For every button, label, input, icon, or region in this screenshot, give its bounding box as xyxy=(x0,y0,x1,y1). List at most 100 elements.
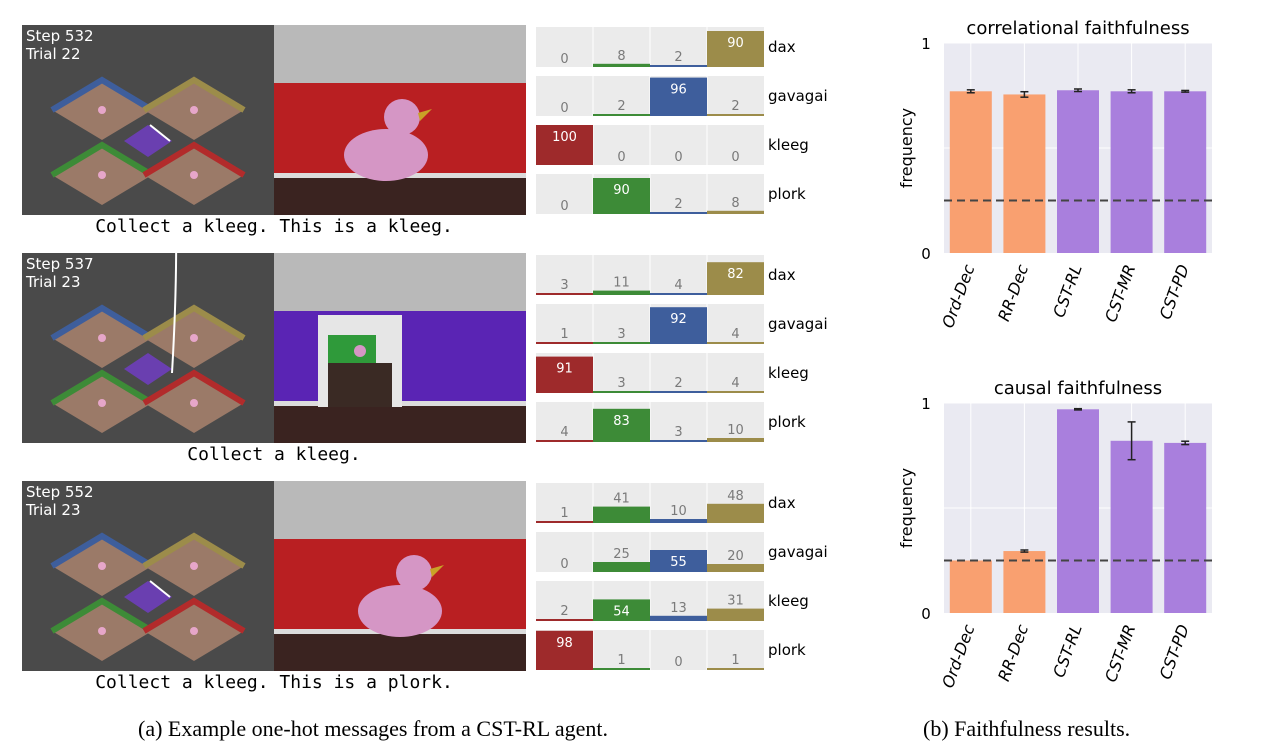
trial-label: Trial 22 xyxy=(26,45,81,63)
duck-beak xyxy=(430,565,444,577)
bar-value-label: 83 xyxy=(613,414,630,429)
caption-a: (a) Example one-hot messages from a CST-… xyxy=(138,716,609,741)
y-tick-label: 1 xyxy=(921,35,931,53)
trial-label: Trial 23 xyxy=(26,273,81,291)
bar-value-label: 10 xyxy=(727,423,744,438)
message-bar xyxy=(650,212,707,214)
category-label: CST-MR xyxy=(1101,262,1139,325)
y-tick-label: 0 xyxy=(921,605,931,623)
category-label: CST-RL xyxy=(1049,622,1086,680)
bar-value-label: 1 xyxy=(560,506,568,521)
bar-value-label: 4 xyxy=(731,327,739,342)
message-bar xyxy=(536,342,593,344)
message-chart-1: 0 8 2 90 dax 0 2 96 2 gavagai 100 0 0 0 kleeg 0 90 2 8 plor… xyxy=(536,27,828,214)
bar-value-label: 0 xyxy=(560,101,568,116)
bar-value-label: 10 xyxy=(670,504,687,519)
bar-value-label: 48 xyxy=(727,489,744,504)
word-label: gavagai xyxy=(768,315,828,333)
bar-value-label: 8 xyxy=(731,196,739,211)
center-room xyxy=(124,353,172,385)
message-bar xyxy=(650,65,707,67)
bar-value-label: 0 xyxy=(560,52,568,67)
y-axis-label: frequency xyxy=(897,108,916,188)
message-bar xyxy=(707,668,764,670)
bar-value-label: 4 xyxy=(560,425,568,440)
room-yellow-wall xyxy=(142,76,246,113)
bar-value-label: 90 xyxy=(727,36,744,51)
message-bar xyxy=(593,408,650,442)
room-red-wall xyxy=(142,141,246,178)
chart-title: causal faithfulness xyxy=(994,378,1162,399)
bar-value-label: 8 xyxy=(617,49,625,64)
bar-value-label: 20 xyxy=(727,549,744,564)
category-label: CST-PD xyxy=(1156,262,1193,322)
floor-background xyxy=(22,25,274,215)
room-blue-wall xyxy=(50,532,154,569)
room-yellow-wall xyxy=(142,532,246,569)
bar-value-label: 0 xyxy=(617,150,625,165)
message-bar xyxy=(536,630,593,670)
bar-value-label: 3 xyxy=(560,278,568,293)
message-bar xyxy=(707,210,764,214)
message-bar xyxy=(593,178,650,214)
message-bar xyxy=(650,440,707,442)
bar-value-label: 0 xyxy=(674,655,682,670)
bar-value-label: 3 xyxy=(617,327,625,342)
bar-value-label: 92 xyxy=(670,312,687,327)
faithfulness-bar xyxy=(1164,442,1207,613)
duck-head xyxy=(396,555,432,591)
message-bar xyxy=(650,519,707,523)
bar-value-label: 31 xyxy=(727,594,744,609)
word-label: plork xyxy=(768,185,806,203)
message-bar xyxy=(593,506,650,523)
object xyxy=(98,106,106,114)
message-bar xyxy=(593,342,650,344)
step-trial-label-3: Step 552 Trial 23 xyxy=(26,483,94,519)
bar-value-label: 3 xyxy=(674,425,682,440)
bar-value-label: 1 xyxy=(560,327,568,342)
y-axis-label: frequency xyxy=(897,468,916,548)
top-down-view-3 xyxy=(22,481,274,671)
bar-value-label: 11 xyxy=(613,276,630,291)
message-chart-2: 3 11 4 82 dax 1 3 92 4 gavagai 91 3 2 4 kleeg 4 83 3 10 plo… xyxy=(536,255,828,442)
instruction-text-2: Collect a kleeg. xyxy=(187,444,361,465)
category-label: RR-Dec xyxy=(994,622,1032,684)
message-bar xyxy=(593,114,650,116)
trial-label: Trial 23 xyxy=(26,501,81,519)
bar-value-label: 1 xyxy=(731,653,739,668)
bar-value-label: 1 xyxy=(617,653,625,668)
category-label: RR-Dec xyxy=(994,262,1032,324)
category-label: CST-PD xyxy=(1156,622,1193,682)
floor-background xyxy=(22,253,274,443)
faithfulness-bar xyxy=(1057,90,1099,253)
step-trial-label-2: Step 537 Trial 23 xyxy=(26,255,94,291)
object xyxy=(190,562,198,570)
category-label: CST-RL xyxy=(1049,262,1086,320)
message-bar xyxy=(536,619,593,621)
word-label: plork xyxy=(768,413,806,431)
word-label: dax xyxy=(768,266,796,284)
y-tick-label: 0 xyxy=(921,245,931,263)
message-bar xyxy=(707,342,764,344)
top-down-view-2 xyxy=(22,74,274,443)
duck-head xyxy=(384,99,420,135)
floor xyxy=(274,633,526,671)
object xyxy=(190,627,198,635)
bar-value-label: 25 xyxy=(613,547,630,562)
instruction-text-1: Collect a kleeg. This is a kleeg. xyxy=(95,216,453,237)
step-label: Step 537 xyxy=(26,255,94,273)
bar-value-label: 96 xyxy=(670,83,687,98)
step-label: Step 552 xyxy=(26,483,94,501)
doorway-floor xyxy=(328,363,392,407)
room-yellow-wall xyxy=(142,304,246,341)
causal-faithfulness-chart: Ord-Dec RR-Dec CST-RL CST-MR CST-PD causal fa… xyxy=(897,378,1212,690)
bar-value-label: 0 xyxy=(674,150,682,165)
bar-value-label: 54 xyxy=(613,604,630,619)
word-label: dax xyxy=(768,38,796,56)
word-label: dax xyxy=(768,494,796,512)
faithfulness-bar xyxy=(949,91,992,253)
bar-value-label: 4 xyxy=(731,376,739,391)
message-bar xyxy=(593,562,650,572)
step-label: Step 532 xyxy=(26,27,94,45)
